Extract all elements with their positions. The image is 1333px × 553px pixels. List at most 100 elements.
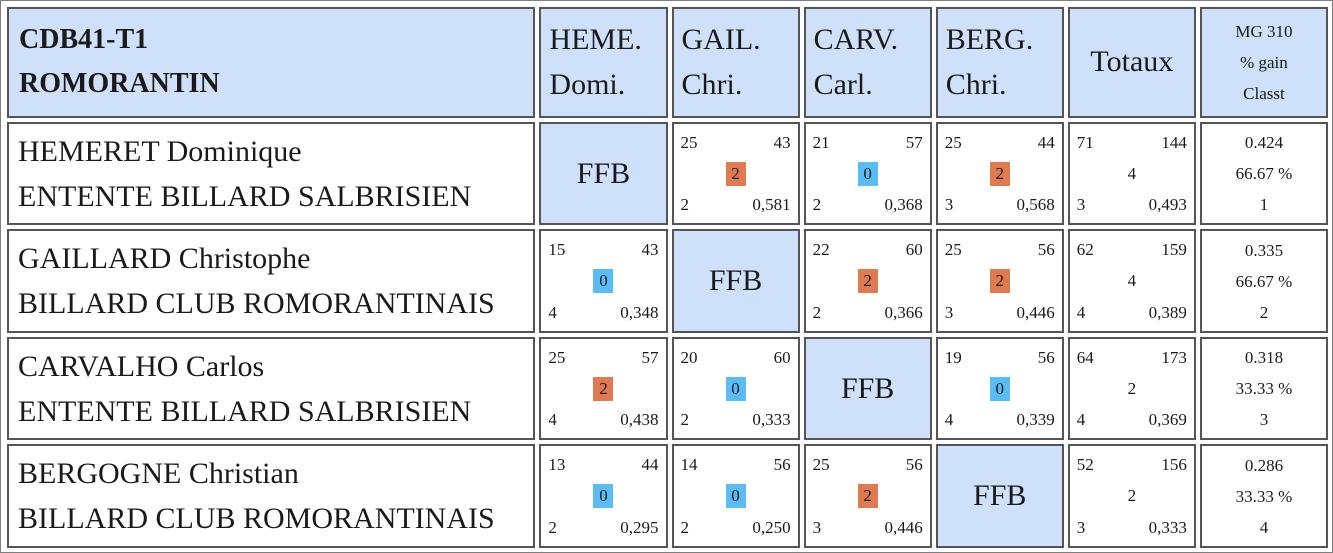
- innings-count: 56: [905, 455, 923, 475]
- innings-count: 56: [1037, 347, 1055, 367]
- match-points-badge: 0: [593, 269, 614, 294]
- innings-count: 57: [905, 132, 923, 152]
- mg-cell: 0.318 33.33 % 3: [1199, 336, 1328, 441]
- average-value: 0,333: [1148, 518, 1187, 537]
- match-cell: 21 57 2 0,368 0: [803, 121, 932, 226]
- match-cell: 25 43 2 0,581 2: [671, 121, 800, 226]
- mg-label: MG 310: [1235, 21, 1293, 41]
- points-made: 25: [548, 347, 566, 367]
- competition-header: CDB41-T1 ROMORANTIN: [7, 7, 536, 118]
- column-header-line2: Chri.: [945, 68, 1007, 102]
- ffb-cell: FFB: [803, 336, 932, 441]
- average-value: 0,366: [884, 302, 923, 322]
- player-cell: BERGOGNE Christian BILLARD CLUB ROMORANTI…: [7, 444, 536, 548]
- points-made: 52: [1076, 455, 1094, 475]
- column-header-carv: CARV. Carl.: [803, 7, 932, 118]
- mg-value: 0.335: [1244, 240, 1284, 260]
- points-made: 14: [680, 455, 698, 475]
- innings-count: 56: [773, 455, 791, 475]
- mg-value: 0.424: [1244, 133, 1284, 153]
- column-header-line2: Chri.: [681, 68, 743, 102]
- player-cell: GAILLARD Christophe BILLARD CLUB ROMORANT…: [7, 229, 536, 333]
- high-run: 3: [1076, 195, 1086, 215]
- high-run: 2: [680, 410, 690, 430]
- points-made: 64: [1076, 347, 1094, 367]
- innings-count: 173: [1161, 347, 1187, 367]
- total-points: 4: [1127, 163, 1137, 183]
- match-cell: 14 56 2 0,250 0: [671, 444, 800, 548]
- innings-count: 43: [641, 240, 659, 260]
- column-header-line1: CARV.: [813, 23, 899, 57]
- player-name: HEMERET Dominique: [18, 134, 302, 168]
- match-points-badge: 2: [725, 161, 746, 186]
- mg-cell: 0.424 66.67 % 1: [1199, 121, 1328, 226]
- high-run: 2: [548, 518, 557, 537]
- pct-gain-value: 33.33 %: [1235, 379, 1293, 399]
- column-header-line1: HEME.: [549, 23, 642, 57]
- innings-count: 60: [773, 347, 791, 367]
- total-points: 2: [1127, 486, 1137, 506]
- rank-value: 3: [1259, 410, 1269, 430]
- column-header-berg: BERG. Chri.: [935, 7, 1064, 118]
- match-points-badge: 2: [593, 376, 614, 401]
- average-value: 0,295: [620, 518, 659, 537]
- column-header-line2: Domi.: [549, 68, 626, 102]
- totals-cell: 71 144 3 0,493 4: [1067, 121, 1196, 226]
- player-row: HEMERET Dominique ENTENTE BILLARD SALBRIS…: [7, 121, 1328, 226]
- innings-count: 144: [1161, 132, 1187, 152]
- high-run: 2: [680, 518, 690, 537]
- match-points-badge: 2: [989, 161, 1010, 186]
- average-value: 0,493: [1148, 195, 1187, 215]
- high-run: 4: [944, 410, 954, 430]
- points-made: 71: [1076, 132, 1094, 152]
- mg-value: 0.318: [1244, 348, 1284, 368]
- mg-cell: 0.286 33.33 % 4: [1199, 444, 1328, 548]
- points-made: 62: [1076, 240, 1094, 260]
- column-header-totals: Totaux: [1067, 7, 1196, 118]
- player-name: GAILLARD Christophe: [18, 242, 311, 276]
- pct-gain-value: 66.67 %: [1235, 164, 1293, 184]
- mg-cell: 0.335 66.67 % 2: [1199, 229, 1328, 333]
- average-value: 0,369: [1148, 410, 1187, 430]
- average-value: 0,581: [752, 195, 791, 215]
- column-header-gail: GAIL. Chri.: [671, 7, 800, 118]
- player-club: BILLARD CLUB ROMORANTINAIS: [18, 287, 495, 321]
- player-club: ENTENTE BILLARD SALBRISIEN: [18, 179, 472, 213]
- average-value: 0,568: [1016, 195, 1055, 215]
- average-value: 0,250: [752, 518, 791, 537]
- player-row: BERGOGNE Christian BILLARD CLUB ROMORANTI…: [7, 444, 1328, 548]
- points-made: 21: [812, 132, 830, 152]
- match-cell: 25 56 3 0,446 2: [935, 229, 1064, 333]
- high-run: 4: [548, 410, 557, 430]
- average-value: 0,438: [620, 410, 659, 430]
- average-value: 0,389: [1148, 302, 1187, 322]
- results-table: CDB41-T1 ROMORANTIN HEME. Domi. GAIL. Ch…: [3, 3, 1332, 552]
- totals-cell: 62 159 4 0,389 4: [1067, 229, 1196, 333]
- match-cell: 22 60 2 0,366 2: [803, 229, 932, 333]
- high-run: 2: [812, 195, 822, 215]
- average-value: 0,446: [884, 518, 923, 537]
- points-made: 19: [944, 347, 962, 367]
- high-run: 3: [1076, 518, 1086, 537]
- pct-label: % gain: [1240, 52, 1288, 72]
- player-name: CARVALHO Carlos: [18, 349, 265, 383]
- high-run: 4: [1076, 302, 1086, 322]
- points-made: 25: [680, 132, 698, 152]
- points-made: 25: [812, 455, 830, 475]
- innings-count: 44: [641, 455, 659, 475]
- match-cell: 25 56 3 0,446 2: [803, 444, 932, 548]
- match-points-badge: 0: [989, 376, 1010, 401]
- pct-gain-value: 33.33 %: [1235, 486, 1293, 506]
- match-cell: 13 44 2 0,295 0: [539, 444, 668, 548]
- player-name: BERGOGNE Christian: [18, 457, 299, 491]
- points-made: 22: [812, 240, 830, 260]
- mg-value: 0.286: [1244, 455, 1284, 475]
- rank-value: 2: [1259, 302, 1269, 322]
- pct-gain-value: 66.67 %: [1235, 271, 1293, 291]
- match-points-badge: 0: [593, 484, 614, 509]
- column-header-line1: GAIL.: [681, 23, 761, 57]
- innings-count: 43: [773, 132, 791, 152]
- average-value: 0,446: [1016, 302, 1055, 322]
- match-points-badge: 0: [725, 484, 746, 509]
